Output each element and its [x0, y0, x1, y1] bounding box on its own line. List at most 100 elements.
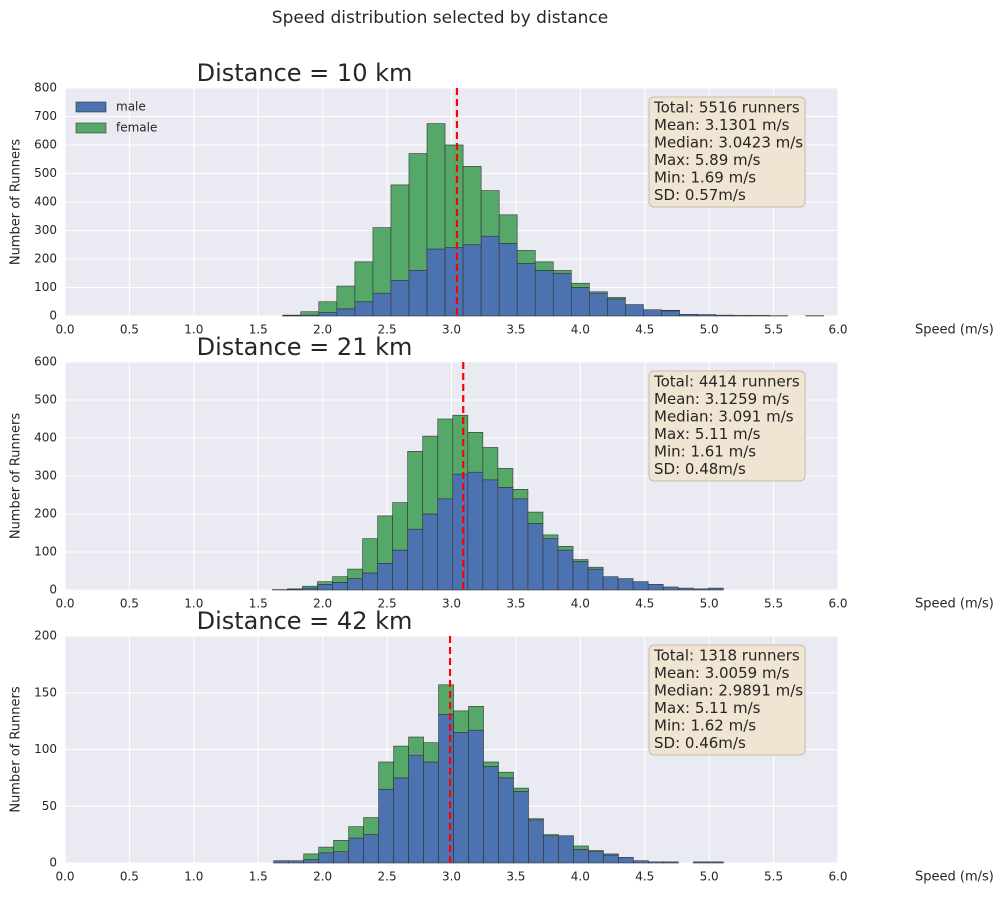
bar	[317, 581, 333, 585]
bar	[372, 227, 392, 294]
bar	[542, 534, 559, 540]
bar	[444, 144, 464, 248]
bar	[318, 312, 338, 317]
bar	[407, 528, 424, 591]
bar	[453, 732, 469, 864]
stats-line: Min: 1.69 m/s	[654, 169, 756, 187]
bar	[661, 309, 680, 312]
bar	[426, 248, 446, 317]
bar	[512, 488, 529, 500]
bar	[392, 502, 408, 551]
y-tick-label: 200	[34, 629, 57, 643]
x-tick-label: 5.0	[700, 870, 719, 884]
bar	[573, 845, 589, 850]
x-tick-label: 1.0	[184, 323, 203, 337]
stats-box	[648, 370, 806, 482]
y-tick-label: 150	[34, 685, 57, 699]
legend-label: female	[116, 121, 157, 135]
bar	[354, 301, 374, 317]
stats-line: Mean: 3.0059 m/s	[654, 664, 790, 682]
bar	[571, 282, 590, 288]
x-tick-label: 2.0	[313, 870, 332, 884]
x-axis-label: Speed (m/s)	[915, 870, 994, 885]
bar	[347, 578, 363, 591]
x-tick-label: 6.0	[828, 597, 847, 611]
bar	[552, 270, 572, 274]
y-tick-label: 800	[34, 81, 57, 95]
bar	[317, 583, 333, 591]
bar	[348, 826, 364, 839]
x-tick-label: 3.0	[442, 597, 461, 611]
bar	[602, 576, 619, 591]
x-tick-label: 0.0	[55, 323, 74, 337]
stats-line: SD: 0.46m/s	[654, 734, 746, 752]
bar	[336, 285, 356, 310]
bar	[587, 566, 604, 570]
bar	[534, 270, 554, 317]
y-tick-label: 700	[34, 109, 57, 123]
x-tick-label: 4.5	[635, 870, 654, 884]
bar	[557, 549, 574, 591]
bar	[408, 754, 424, 864]
x-axis-label: Speed (m/s)	[915, 323, 994, 338]
bar	[467, 471, 484, 591]
y-tick-label: 50	[42, 799, 57, 813]
bar	[607, 297, 626, 300]
x-tick-label: 3.0	[442, 870, 461, 884]
bar	[377, 515, 393, 564]
x-tick-label: 5.0	[700, 597, 719, 611]
y-tick-label: 400	[34, 431, 57, 445]
bar	[588, 850, 604, 852]
bar	[589, 291, 608, 294]
bar	[423, 761, 439, 864]
bar	[588, 851, 604, 864]
stats-line: Total: 4414 runners	[653, 373, 800, 391]
bar	[643, 309, 662, 317]
bar	[437, 418, 454, 500]
bar	[378, 788, 394, 864]
stats-line: Max: 5.11 m/s	[654, 699, 761, 717]
stats-box	[648, 96, 806, 208]
panel-title: Distance = 10 km	[197, 59, 413, 87]
bar	[516, 262, 536, 317]
bar	[282, 314, 302, 317]
x-tick-label: 5.5	[764, 597, 783, 611]
stats-line: Max: 5.11 m/s	[654, 425, 761, 443]
bar	[482, 479, 499, 591]
y-tick-label: 500	[34, 166, 57, 180]
x-tick-label: 2.0	[313, 597, 332, 611]
bar	[273, 860, 289, 864]
bar	[390, 184, 410, 281]
panel-title: Distance = 42 km	[197, 607, 413, 635]
y-axis-label: Number of Runners	[9, 413, 24, 540]
bar	[679, 313, 698, 317]
bar	[480, 190, 500, 237]
bar	[587, 568, 604, 591]
y-tick-label: 0	[49, 856, 57, 870]
stats-line: Min: 1.61 m/s	[654, 443, 756, 461]
figure-title: Speed distribution selected by distance	[272, 8, 608, 28]
y-tick-label: 100	[34, 280, 57, 294]
bar	[571, 287, 590, 317]
legend-swatch	[75, 122, 107, 134]
x-tick-label: 0.5	[120, 870, 139, 884]
bar	[603, 853, 619, 856]
bar	[552, 272, 572, 317]
bar	[437, 498, 454, 591]
bar	[557, 545, 574, 551]
bar	[697, 314, 716, 317]
stats-line: Max: 5.89 m/s	[654, 151, 761, 169]
panel-title: Distance = 21 km	[197, 333, 413, 361]
bar	[648, 861, 664, 864]
x-tick-label: 5.5	[764, 323, 783, 337]
bar	[303, 853, 319, 860]
x-tick-label: 5.5	[764, 870, 783, 884]
bar	[527, 511, 544, 524]
y-tick-label: 600	[34, 138, 57, 152]
bar	[647, 583, 664, 591]
bar	[332, 576, 348, 583]
bar	[302, 585, 318, 589]
x-tick-label: 1.5	[249, 597, 268, 611]
x-tick-label: 3.5	[506, 323, 525, 337]
bar	[372, 292, 392, 317]
